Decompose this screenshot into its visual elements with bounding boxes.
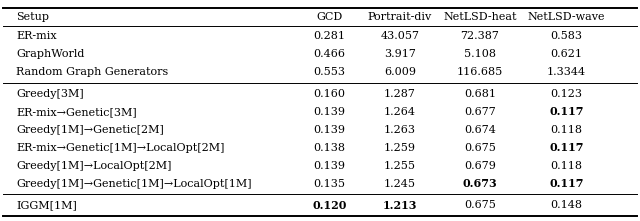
- Text: 0.118: 0.118: [550, 125, 582, 135]
- Text: Random Graph Generators: Random Graph Generators: [16, 67, 168, 77]
- Text: 1.245: 1.245: [384, 179, 416, 189]
- Text: Greedy[1M]→Genetic[2M]: Greedy[1M]→Genetic[2M]: [16, 125, 164, 135]
- Text: 0.583: 0.583: [550, 31, 582, 41]
- Text: 1.264: 1.264: [384, 107, 416, 117]
- Text: 0.621: 0.621: [550, 49, 582, 59]
- Text: 0.677: 0.677: [464, 107, 496, 117]
- Text: Greedy[3M]: Greedy[3M]: [16, 89, 84, 99]
- Text: GraphWorld: GraphWorld: [16, 49, 84, 59]
- Text: 0.675: 0.675: [464, 143, 496, 153]
- Text: 43.057: 43.057: [381, 31, 419, 41]
- Text: 0.117: 0.117: [549, 142, 584, 153]
- Text: 0.466: 0.466: [314, 49, 346, 59]
- Text: 0.117: 0.117: [549, 107, 584, 117]
- Text: 116.685: 116.685: [457, 67, 503, 77]
- Text: 1.255: 1.255: [384, 161, 416, 171]
- Text: 0.281: 0.281: [314, 31, 346, 41]
- Text: 0.139: 0.139: [314, 107, 346, 117]
- Text: 6.009: 6.009: [384, 67, 416, 77]
- Text: 1.287: 1.287: [384, 89, 416, 99]
- Text: IGGM[1M]: IGGM[1M]: [16, 200, 77, 210]
- Text: 0.553: 0.553: [314, 67, 346, 77]
- Text: NetLSD-heat: NetLSD-heat: [444, 12, 516, 22]
- Text: 1.259: 1.259: [384, 143, 416, 153]
- Text: 0.674: 0.674: [464, 125, 496, 135]
- Text: 0.118: 0.118: [550, 161, 582, 171]
- Text: ER-mix→Genetic[3M]: ER-mix→Genetic[3M]: [16, 107, 137, 117]
- Text: 0.675: 0.675: [464, 200, 496, 210]
- Text: GCD: GCD: [316, 12, 343, 22]
- Text: 0.120: 0.120: [312, 200, 347, 211]
- Text: 0.139: 0.139: [314, 161, 346, 171]
- Text: Greedy[1M]→Genetic[1M]→LocalOpt[1M]: Greedy[1M]→Genetic[1M]→LocalOpt[1M]: [16, 179, 252, 189]
- Text: 1.213: 1.213: [383, 200, 417, 211]
- Text: NetLSD-wave: NetLSD-wave: [527, 12, 605, 22]
- Text: Portrait-div: Portrait-div: [368, 12, 432, 22]
- Text: Setup: Setup: [16, 12, 49, 22]
- Text: 5.108: 5.108: [464, 49, 496, 59]
- Text: ER-mix: ER-mix: [16, 31, 56, 41]
- Text: 0.160: 0.160: [314, 89, 346, 99]
- Text: 0.681: 0.681: [464, 89, 496, 99]
- Text: 0.138: 0.138: [314, 143, 346, 153]
- Text: 72.387: 72.387: [461, 31, 499, 41]
- Text: ER-mix→Genetic[1M]→LocalOpt[2M]: ER-mix→Genetic[1M]→LocalOpt[2M]: [16, 143, 225, 153]
- Text: Greedy[1M]→LocalOpt[2M]: Greedy[1M]→LocalOpt[2M]: [16, 161, 172, 171]
- Text: 0.117: 0.117: [549, 178, 584, 189]
- Text: 1.263: 1.263: [384, 125, 416, 135]
- Text: 0.679: 0.679: [464, 161, 496, 171]
- Text: 0.139: 0.139: [314, 125, 346, 135]
- Text: 0.673: 0.673: [463, 178, 497, 189]
- Text: 0.148: 0.148: [550, 200, 582, 210]
- Text: 3.917: 3.917: [384, 49, 416, 59]
- Text: 0.123: 0.123: [550, 89, 582, 99]
- Text: 0.135: 0.135: [314, 179, 346, 189]
- Text: 1.3344: 1.3344: [547, 67, 586, 77]
